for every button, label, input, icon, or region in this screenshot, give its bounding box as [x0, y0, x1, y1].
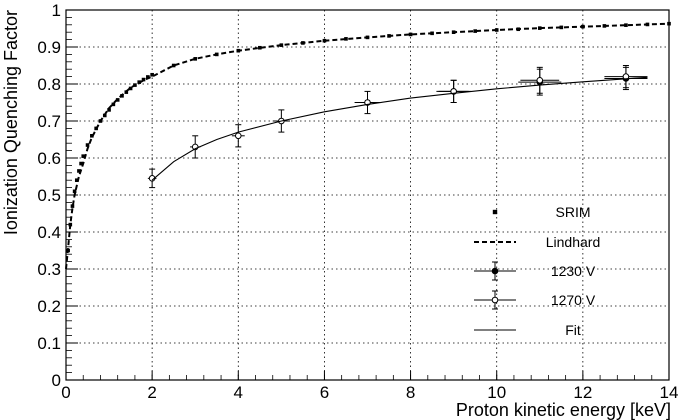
legend-entry: Fit: [474, 322, 581, 338]
x-tick-label: 2: [147, 383, 156, 402]
y-tick-label: 0.2: [37, 297, 61, 316]
srim-point: [258, 45, 262, 50]
legend-srim-symbol: [492, 209, 498, 215]
srim-point: [141, 77, 146, 82]
srim-point: [146, 75, 150, 79]
srim-point: [408, 32, 413, 37]
srim-point: [70, 204, 75, 208]
legend-entry: Lindhard: [474, 234, 600, 250]
x-tick-label: 12: [573, 383, 592, 402]
srim-point: [559, 25, 564, 30]
y-tick-label: 0.8: [37, 75, 61, 94]
x-tick-label: 6: [320, 383, 329, 402]
srim-point: [74, 178, 79, 182]
y-tick-label: 0.4: [37, 223, 61, 242]
legend-1270v-symbol: [491, 296, 499, 304]
axis-ticks: 0 2 4 6 8 10 12 14 0 0.1 0.2 0.3 0.4 0.5 0.6 0.7 0.8 0.9 1: [37, 1, 678, 402]
legend-label: Lindhard: [546, 234, 601, 250]
y-tick-label: 0.7: [37, 112, 61, 131]
legend-entry: SRIM: [492, 204, 591, 220]
srim-point: [81, 154, 86, 158]
srim-point: [171, 63, 176, 68]
y-axis-title: Ionization Quenching Factor: [1, 10, 21, 235]
srim-point: [624, 23, 628, 27]
legend-1230v-symbol: [491, 267, 499, 275]
y-tick-label: 0.3: [37, 260, 61, 279]
x-tick-label: 10: [487, 383, 506, 402]
fit-line: [151, 76, 648, 181]
y-tick-label: 0.9: [37, 38, 61, 57]
srim-point: [79, 161, 83, 166]
y-tick-label: 0.5: [37, 186, 61, 205]
v1270-point: [622, 73, 630, 80]
legend-entry: 1270 V: [474, 290, 596, 310]
srim-point: [111, 102, 116, 107]
series-fit: [151, 76, 648, 181]
grid: [66, 10, 669, 380]
series-1270-v: [147, 65, 648, 189]
srim-point: [344, 37, 348, 41]
x-axis-title: Proton kinetic energy [keV]: [456, 400, 671, 420]
srim-point: [77, 169, 81, 173]
x-tick-label: 8: [406, 383, 415, 402]
srim-point: [473, 29, 477, 33]
x-tick-label: 4: [234, 383, 243, 402]
legend-label: 1230 V: [551, 263, 596, 279]
legend: SRIM Lindhard 1230 V 1270 V Fit: [474, 204, 600, 338]
y-tick-label: 0.1: [37, 334, 61, 353]
v1270-point: [234, 132, 242, 140]
srim-point: [150, 72, 154, 77]
y-tick-label: 1: [52, 1, 61, 20]
x-tick-label: 14: [660, 383, 679, 402]
srim-point: [107, 108, 111, 112]
legend-label: Fit: [565, 322, 581, 338]
legend-entry: 1230 V: [474, 261, 596, 281]
plot-series: [65, 21, 671, 270]
v1270-point: [536, 77, 544, 84]
srim-point: [193, 57, 198, 61]
legend-label: SRIM: [556, 204, 591, 220]
srim-point: [72, 189, 77, 194]
y-tick-label: 0: [52, 371, 61, 390]
legend-label: 1270 V: [551, 292, 596, 308]
srim-point: [537, 26, 542, 30]
srim-point: [85, 143, 90, 147]
x-tick-label: 0: [61, 383, 70, 402]
y-tick-label: 0.6: [37, 149, 61, 168]
srim-point: [128, 86, 133, 91]
